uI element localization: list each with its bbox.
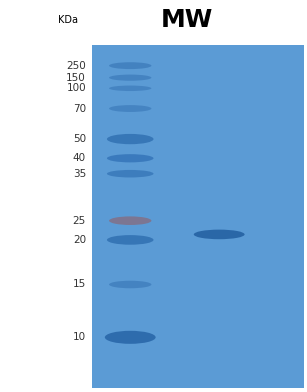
Ellipse shape: [109, 216, 151, 225]
Text: 35: 35: [73, 169, 86, 179]
Text: MW: MW: [161, 8, 214, 32]
Ellipse shape: [107, 170, 154, 178]
Ellipse shape: [109, 85, 151, 91]
Ellipse shape: [107, 134, 154, 144]
Ellipse shape: [105, 331, 156, 344]
Text: 20: 20: [73, 235, 86, 245]
Ellipse shape: [107, 235, 154, 245]
Text: 40: 40: [73, 153, 86, 163]
Text: 150: 150: [66, 73, 86, 83]
Text: 70: 70: [73, 103, 86, 114]
Text: 15: 15: [73, 279, 86, 290]
Ellipse shape: [107, 154, 154, 162]
Text: 10: 10: [73, 332, 86, 342]
Ellipse shape: [109, 105, 151, 112]
Text: 25: 25: [73, 216, 86, 226]
Ellipse shape: [109, 281, 151, 288]
Text: KDa: KDa: [58, 15, 78, 25]
Text: 100: 100: [66, 83, 86, 93]
Text: 250: 250: [66, 61, 86, 71]
Ellipse shape: [194, 230, 245, 239]
Bar: [92, 45, 304, 388]
Ellipse shape: [109, 62, 151, 69]
Ellipse shape: [109, 74, 151, 81]
Text: 50: 50: [73, 134, 86, 144]
